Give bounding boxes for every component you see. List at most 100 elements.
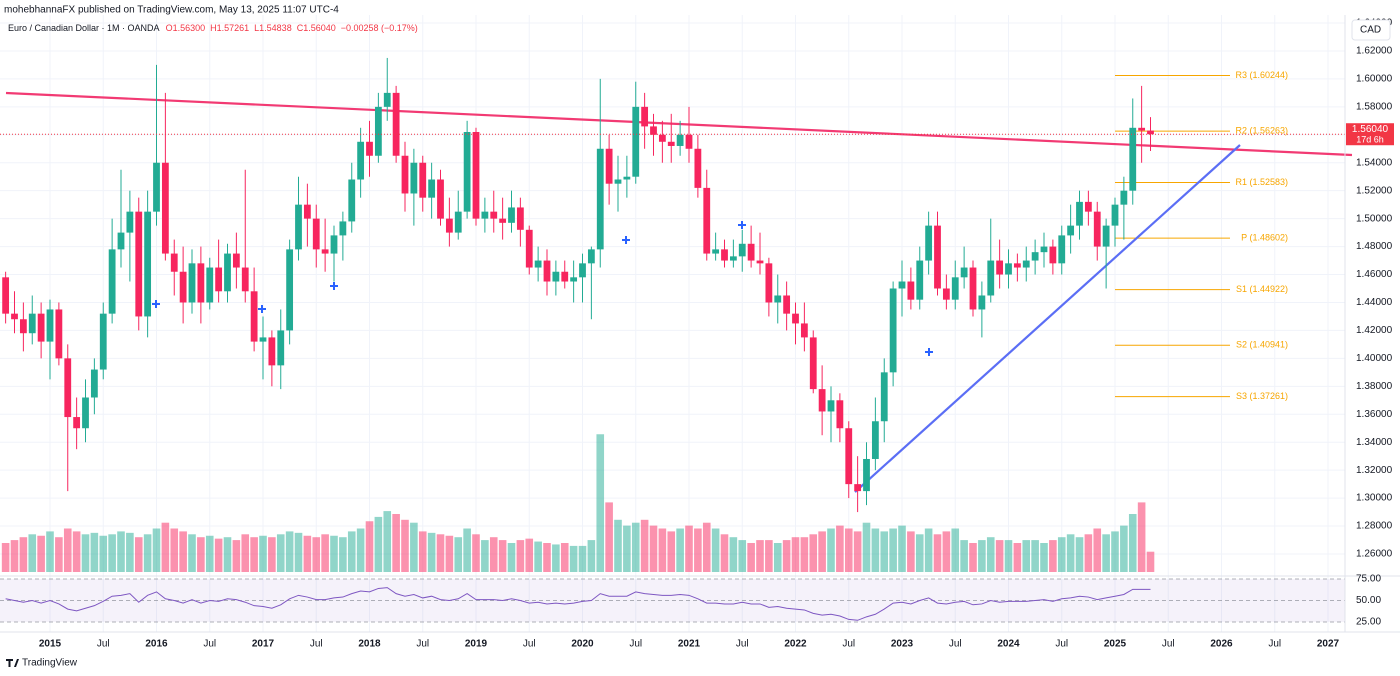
volume-bar — [827, 528, 835, 572]
volume-bar — [285, 531, 294, 572]
marker — [738, 221, 746, 229]
candle-body — [321, 249, 329, 254]
x-tick-label: 2016 — [145, 639, 168, 650]
volume-bar — [543, 543, 551, 572]
candle-body — [1111, 204, 1119, 226]
rsi-pane — [0, 578, 1345, 623]
volume-bar — [356, 528, 365, 572]
volume-bar — [1128, 514, 1137, 572]
candle-body — [1013, 263, 1021, 268]
candle-body — [90, 369, 98, 398]
volume-bar — [392, 514, 400, 572]
volume-bar — [427, 532, 436, 572]
currency-button[interactable] — [1351, 19, 1391, 41]
candle-body — [543, 260, 551, 282]
candle-body — [1129, 127, 1137, 191]
volume-bar — [507, 543, 516, 572]
volume-bar — [782, 540, 791, 572]
volume-bar — [516, 540, 525, 572]
x-tick-label: Jul — [629, 639, 642, 650]
volume-bar — [1066, 534, 1075, 572]
volume-bar — [1, 543, 10, 572]
volume-bar — [19, 537, 28, 572]
x-tick-label: Jul — [203, 639, 216, 650]
candle-body — [117, 232, 125, 250]
candle-body — [153, 162, 160, 212]
volume-bar — [773, 543, 782, 572]
volume-bar — [986, 537, 995, 572]
volume-bar — [214, 538, 223, 572]
volume-bar — [321, 534, 329, 572]
candle-body — [650, 126, 657, 135]
candle-body — [508, 207, 515, 223]
rsi-tick-label: 75.00 — [1356, 574, 1381, 585]
volume-bar — [915, 534, 924, 572]
x-tick-label: 2021 — [678, 639, 701, 650]
candle-body — [82, 397, 89, 429]
publisher: mohebhannaFX published on TradingView.co… — [4, 5, 339, 16]
candle-body — [383, 92, 391, 107]
volume-bar — [880, 531, 889, 572]
candle-body — [960, 267, 968, 278]
pivot-label: R3 (1.60244) — [1235, 70, 1288, 80]
signal-markers — [152, 221, 933, 356]
candle-body — [241, 267, 249, 292]
candle-body — [596, 148, 604, 250]
volume-bar — [649, 525, 658, 572]
candle-body — [934, 225, 941, 289]
candle-body — [738, 243, 746, 257]
candle-body — [1067, 225, 1075, 236]
candle-body — [410, 162, 418, 194]
y-tick-label: 1.50000 — [1356, 213, 1393, 224]
y-tick-label: 1.38000 — [1356, 381, 1393, 392]
candle-body — [11, 313, 18, 320]
candle-body — [836, 400, 844, 429]
candle-body — [863, 458, 870, 492]
volume-bar — [489, 537, 498, 572]
volume-bar — [809, 534, 818, 572]
candle-body — [871, 421, 879, 459]
x-tick-label: 2026 — [1210, 639, 1233, 650]
y-tick-label: 1.48000 — [1356, 241, 1393, 252]
volume-bar — [46, 531, 54, 572]
volume-bar — [800, 537, 809, 572]
volume-bar — [143, 534, 152, 572]
candle-body — [978, 295, 986, 310]
descending-trendline — [5, 91, 1353, 157]
candle-body — [28, 313, 36, 334]
candle-body — [1076, 201, 1083, 226]
volume-bar — [978, 540, 986, 572]
volume-bar — [685, 525, 693, 572]
volume-bar — [1013, 543, 1022, 572]
y-tick-label: 1.30000 — [1356, 493, 1393, 504]
currency[interactable]: CAD — [1360, 25, 1381, 36]
volume-bar — [960, 540, 968, 572]
candle-body — [2, 277, 10, 314]
volume-bar — [339, 537, 347, 572]
volume-bar — [605, 502, 613, 572]
volume-bar — [99, 535, 108, 572]
volume-bar — [170, 528, 179, 572]
candle-body — [712, 249, 720, 254]
volume-bar — [995, 540, 1004, 572]
volume-bar — [933, 534, 942, 572]
candle-body — [303, 204, 311, 219]
candle-body — [374, 106, 382, 156]
volume-bar — [72, 531, 81, 572]
marker — [258, 305, 266, 313]
marker — [152, 300, 160, 308]
candle-body — [445, 218, 453, 233]
x-tick-label: Jul — [842, 639, 855, 650]
ascending-trendline — [854, 144, 1241, 493]
candle-body — [898, 281, 906, 289]
candle-body — [729, 256, 737, 261]
volume-bar — [658, 528, 667, 572]
candle-body — [286, 249, 294, 331]
candle-body — [996, 260, 1004, 275]
volume-bar — [1102, 534, 1110, 572]
x-tick-label: Jul — [416, 639, 429, 650]
y-tick-label: 1.46000 — [1356, 269, 1393, 280]
volume-bar — [294, 532, 303, 572]
candle-body — [552, 271, 560, 282]
volume-bar — [747, 543, 755, 572]
